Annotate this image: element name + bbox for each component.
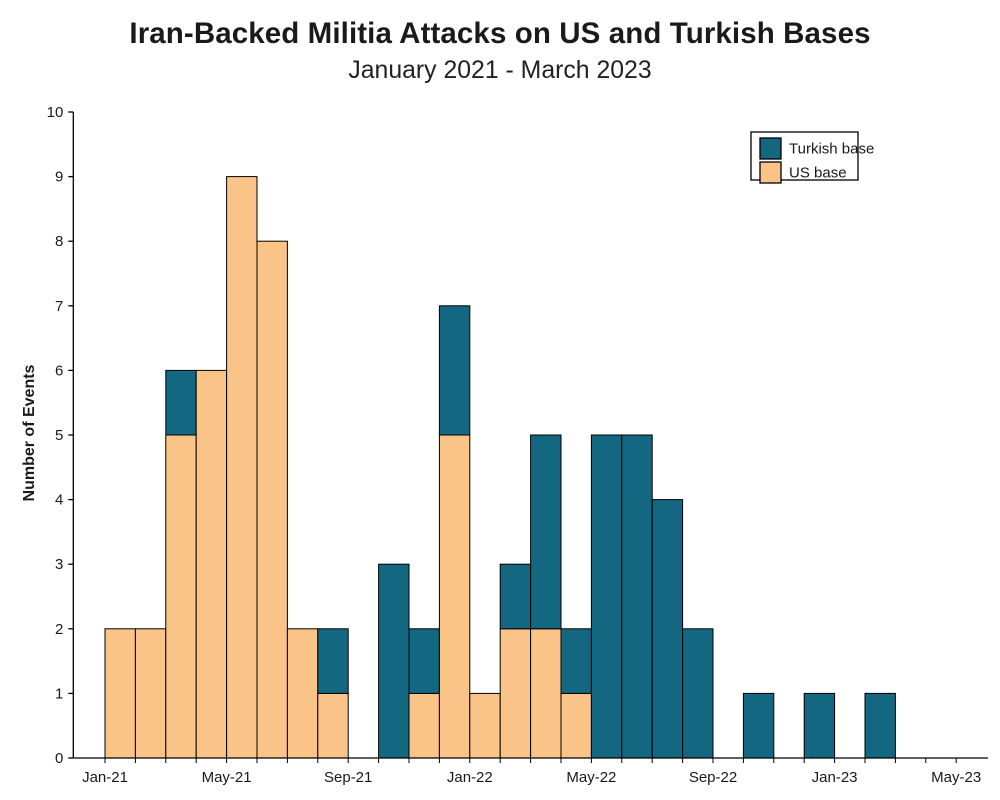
svg-text:2: 2 [55, 621, 63, 638]
svg-text:Jan-22: Jan-22 [447, 769, 493, 786]
svg-text:4: 4 [55, 492, 63, 509]
svg-text:1: 1 [55, 685, 63, 702]
svg-text:6: 6 [55, 362, 63, 379]
svg-text:10: 10 [47, 104, 64, 121]
svg-text:7: 7 [55, 298, 63, 315]
svg-text:US base: US base [789, 165, 847, 182]
svg-text:May-22: May-22 [566, 769, 616, 786]
svg-text:9: 9 [55, 169, 63, 186]
svg-text:3: 3 [55, 556, 63, 573]
svg-text:Jan-21: Jan-21 [82, 769, 128, 786]
svg-text:May-23: May-23 [931, 769, 981, 786]
svg-text:Turkish base: Turkish base [789, 141, 874, 158]
svg-text:Sep-21: Sep-21 [324, 769, 372, 786]
svg-text:Jan-23: Jan-23 [812, 769, 858, 786]
svg-text:5: 5 [55, 427, 63, 444]
svg-text:May-21: May-21 [202, 769, 252, 786]
svg-text:0: 0 [55, 750, 63, 767]
svg-text:Sep-22: Sep-22 [689, 769, 737, 786]
svg-text:8: 8 [55, 233, 63, 250]
